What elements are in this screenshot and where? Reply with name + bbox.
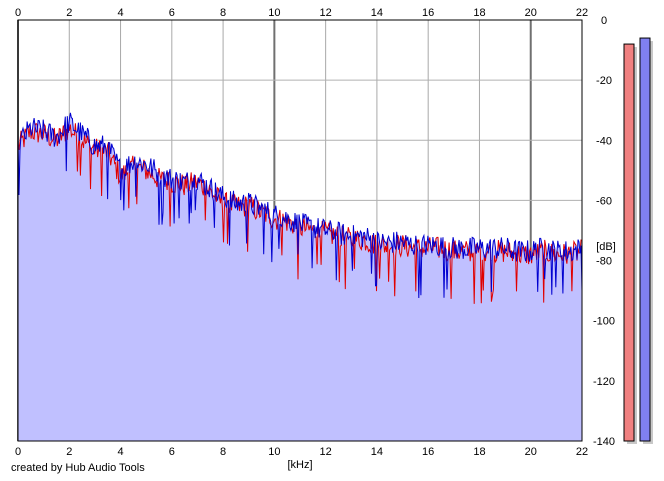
x-tick-label-top: 22 — [576, 7, 588, 19]
x-tick-label-bottom: 22 — [576, 446, 588, 458]
x-tick-label-top: 2 — [66, 7, 72, 19]
x-tick-label-top: 18 — [473, 7, 485, 19]
x-tick-label-top: 12 — [320, 7, 332, 19]
x-tick-label-top: 0 — [15, 7, 21, 19]
x-axis-label: [kHz] — [287, 459, 312, 471]
level-meter-2 — [639, 37, 651, 442]
credit-text: created by Hub Audio Tools — [11, 462, 145, 474]
y-tick-label: -60 — [596, 195, 612, 207]
x-tick-label-bottom: 0 — [15, 446, 21, 458]
x-tick-label-bottom: 18 — [473, 446, 485, 458]
series-line-2 — [17, 112, 583, 299]
y-axis-label: [dB] — [596, 241, 616, 253]
x-tick-label-top: 20 — [525, 7, 537, 19]
y-tick-label: 0 — [601, 15, 607, 27]
x-tick-label-top: 16 — [422, 7, 434, 19]
x-tick-label-top: 4 — [117, 7, 123, 19]
x-tick-label-bottom: 20 — [525, 446, 537, 458]
level-meters — [623, 37, 653, 445]
series-lines — [17, 112, 583, 304]
x-tick-label-bottom: 2 — [66, 446, 72, 458]
y-tick-label: -140 — [593, 436, 615, 448]
x-tick-labels-top: 0 2 4 6 8 10 12 14 16 18 20 22 — [15, 7, 588, 19]
y-tick-label: -40 — [596, 135, 612, 147]
x-tick-label-bottom: 14 — [371, 446, 383, 458]
x-tick-label-bottom: 10 — [268, 446, 280, 458]
spectrum-fill — [18, 112, 582, 442]
x-tick-label-top: 14 — [371, 7, 383, 19]
y-tick-label: -120 — [593, 376, 615, 388]
x-tick-label-top: 8 — [220, 7, 226, 19]
x-tick-label-bottom: 8 — [220, 446, 226, 458]
x-tick-label-top: 6 — [169, 7, 175, 19]
x-tick-label-bottom: 16 — [422, 446, 434, 458]
y-tick-label: -100 — [593, 316, 615, 328]
y-tick-label: -80 — [596, 256, 612, 268]
plot-frame — [17, 19, 583, 442]
level-meter-1 — [623, 43, 635, 442]
area-fill — [18, 112, 582, 442]
x-tick-label-bottom: 6 — [169, 446, 175, 458]
x-tick-labels-bottom: 0 2 4 6 8 10 12 14 16 18 20 22 — [15, 446, 588, 458]
y-tick-labels: 0 -20 -40 -60 -80 -100 -120 -140 — [593, 15, 615, 448]
y-tick-label: -20 — [596, 75, 612, 87]
x-tick-label-bottom: 12 — [320, 446, 332, 458]
x-tick-label-top: 10 — [268, 7, 280, 19]
x-tick-label-bottom: 4 — [117, 446, 123, 458]
